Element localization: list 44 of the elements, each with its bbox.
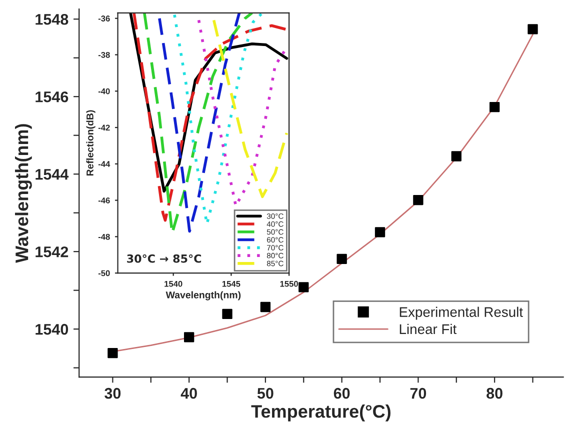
y-tick-label: 1544 — [36, 169, 69, 180]
y-tick-label: -40 — [98, 88, 110, 94]
y-tick-label: -44 — [98, 161, 110, 167]
annotation: 30°C → 85°C — [127, 254, 202, 263]
legend-label: Linear Fit — [400, 324, 457, 334]
y-tick-label: -46 — [98, 197, 110, 204]
y-tick-label: -50 — [98, 270, 110, 276]
x-tick-label: 60 — [334, 388, 350, 399]
point — [489, 102, 500, 112]
line-series — [197, 18, 287, 208]
point — [413, 194, 424, 206]
y-tick-label: -38 — [98, 52, 110, 58]
x-tick-label: 80 — [486, 388, 502, 399]
y-tick-label: 1548 — [36, 14, 68, 25]
x-axis-title: Wavelength(nm) — [166, 291, 241, 300]
y-tick-label: 1546 — [36, 91, 68, 102]
x-tick-label: 1540 — [164, 280, 182, 287]
line-series — [212, 18, 288, 198]
y-tick-label: 1542 — [36, 246, 68, 258]
x-tick-label: 50 — [257, 388, 274, 399]
point — [374, 227, 386, 238]
y-tick-label: -48 — [98, 234, 110, 240]
line-series — [132, 12, 287, 222]
x-tick-label: 70 — [410, 388, 426, 399]
x-tick-label: 30 — [104, 388, 121, 399]
point — [298, 282, 309, 292]
y-axis-title: Wavelength(nm) — [15, 124, 32, 263]
point — [184, 332, 194, 342]
x-tick-label: 40 — [180, 388, 197, 399]
y-axis-title: Reflection(dB) — [86, 110, 96, 176]
line-series — [158, 12, 241, 233]
y-tick-label: -42 — [98, 124, 110, 131]
y-tick-label: 1540 — [36, 324, 68, 335]
x-axis-title: Temperature(°C) — [251, 404, 390, 422]
point — [528, 24, 538, 34]
point — [336, 254, 347, 264]
x-tick-label: 1545 — [222, 280, 240, 287]
y-tick-label: -36 — [98, 16, 110, 22]
point — [222, 308, 232, 320]
legend-label: Experimental Result — [400, 306, 523, 320]
point — [108, 348, 118, 358]
x-tick-label: 1550 — [280, 280, 298, 287]
point — [451, 151, 462, 162]
point — [260, 302, 271, 312]
